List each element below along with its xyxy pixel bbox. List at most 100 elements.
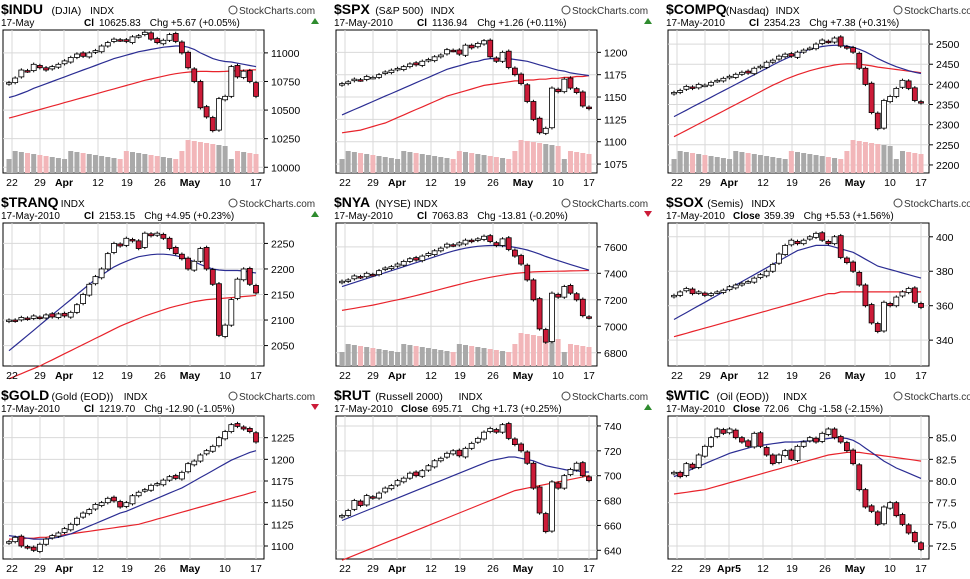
candle-body [899,79,906,88]
volume-bar [234,151,240,173]
close-label: Close [401,404,429,415]
volume-bar [222,146,228,173]
chart-exchange: INDX [431,6,455,17]
candle-body [843,257,850,264]
volume-bar [530,335,536,366]
brand-label: StockCharts.com [239,6,315,17]
candle-body [86,509,93,515]
candle-body [18,535,25,547]
candle-body [104,253,111,270]
candle-body [191,460,198,466]
y-tick-label: 82.5 [936,454,957,466]
x-tick-label: 12 [757,370,769,382]
candle-body [376,74,382,78]
candle-body [819,232,826,241]
candle-body [450,49,457,53]
volume-bar [893,159,899,173]
x-tick-label: 10 [219,563,231,575]
chart-svg: $SPX (S&P 500) INDX StockCharts.com 17-May-2… [334,1,652,189]
candle-body [92,50,99,53]
y-tick-label: 1150 [604,92,627,104]
chart-date: 17-May-2010 [1,211,60,222]
candle-body [887,302,894,307]
candle-body [788,53,795,57]
candle-body [911,287,918,303]
chart-symbol: $TRANQ [1,194,59,210]
chart-symbol: $SPX [334,1,370,17]
candle-body [549,292,555,342]
x-tick-label: 12 [425,177,437,189]
ma-long-line [673,63,922,138]
candle-body [253,432,259,443]
candle-body [382,487,389,493]
ma-long-line [341,269,590,311]
candle-body [12,319,19,322]
candle-body [683,463,690,476]
candle-body [253,285,259,294]
y-tick-label: 2200 [271,264,295,276]
volume-bar [86,154,92,173]
x-tick-label: 10 [552,563,564,575]
y-tick-label: 1075 [604,159,628,171]
volume-bar [561,352,567,366]
up-arrow-icon [311,18,319,24]
candle-body [683,85,690,90]
change-value: Chg -1.58 (-2.15%) [798,404,883,415]
candle-body [769,263,776,272]
y-tick-label: 1225 [271,433,295,445]
candle-body [843,46,850,49]
chart-date: 17-May-2010 [334,18,393,29]
volume-bar [782,159,788,173]
y-tick-label: 7000 [604,321,628,333]
volume-bar [683,152,689,173]
candle-body [763,270,770,277]
volume-bar [770,157,776,173]
x-tick-label: 12 [92,563,104,575]
candle-body [536,486,543,514]
volume-bar [500,158,506,173]
candle-body [763,447,770,456]
volume-bar [148,155,154,173]
brand-label: StockCharts.com [239,199,315,210]
volume-bar [407,152,413,173]
candle-body [197,454,204,462]
candle-body [419,470,426,477]
candle-body [216,283,222,336]
candle-body [720,289,727,293]
y-tick-label: 1200 [271,454,295,466]
chart-svg: $WTIC (Oil (EOD)) INDX StockCharts.com 17-Ma… [666,387,970,575]
candle-body [586,316,592,319]
candle-body [769,454,776,465]
candle-body [36,543,43,552]
candle-body [561,78,568,93]
volume-bar [438,157,444,173]
x-tick-label: May [513,177,534,189]
close-label: Cl [84,18,94,29]
x-tick-label: May [845,370,866,382]
candle-body [228,424,235,433]
candle-body [419,255,426,262]
volume-bar [31,154,37,173]
candle-body [499,424,506,433]
candle-body [813,232,819,238]
y-tick-label: 1175 [271,476,294,488]
y-tick-label: 10250 [271,134,300,146]
candle-body [918,542,924,550]
candle-body [701,292,708,296]
x-tick-label: 22 [671,370,683,382]
candle-body [862,67,869,85]
candle-body [868,505,875,512]
change-value: Chg -13.81 (-0.20%) [477,211,568,222]
close-label: Close [733,211,761,222]
volume-bar [869,143,875,173]
copyright-icon [893,391,903,401]
volume-bar [838,159,844,173]
candle-body [776,55,782,60]
candle-body [98,45,105,53]
volume-bar [12,151,18,173]
candle-body [209,269,216,285]
candle-body [499,238,506,246]
volume-bar [407,345,413,366]
chart-svg: $NYA (NYSE) INDX StockCharts.com 17-May-2010… [334,194,652,382]
candle-body [18,69,25,78]
